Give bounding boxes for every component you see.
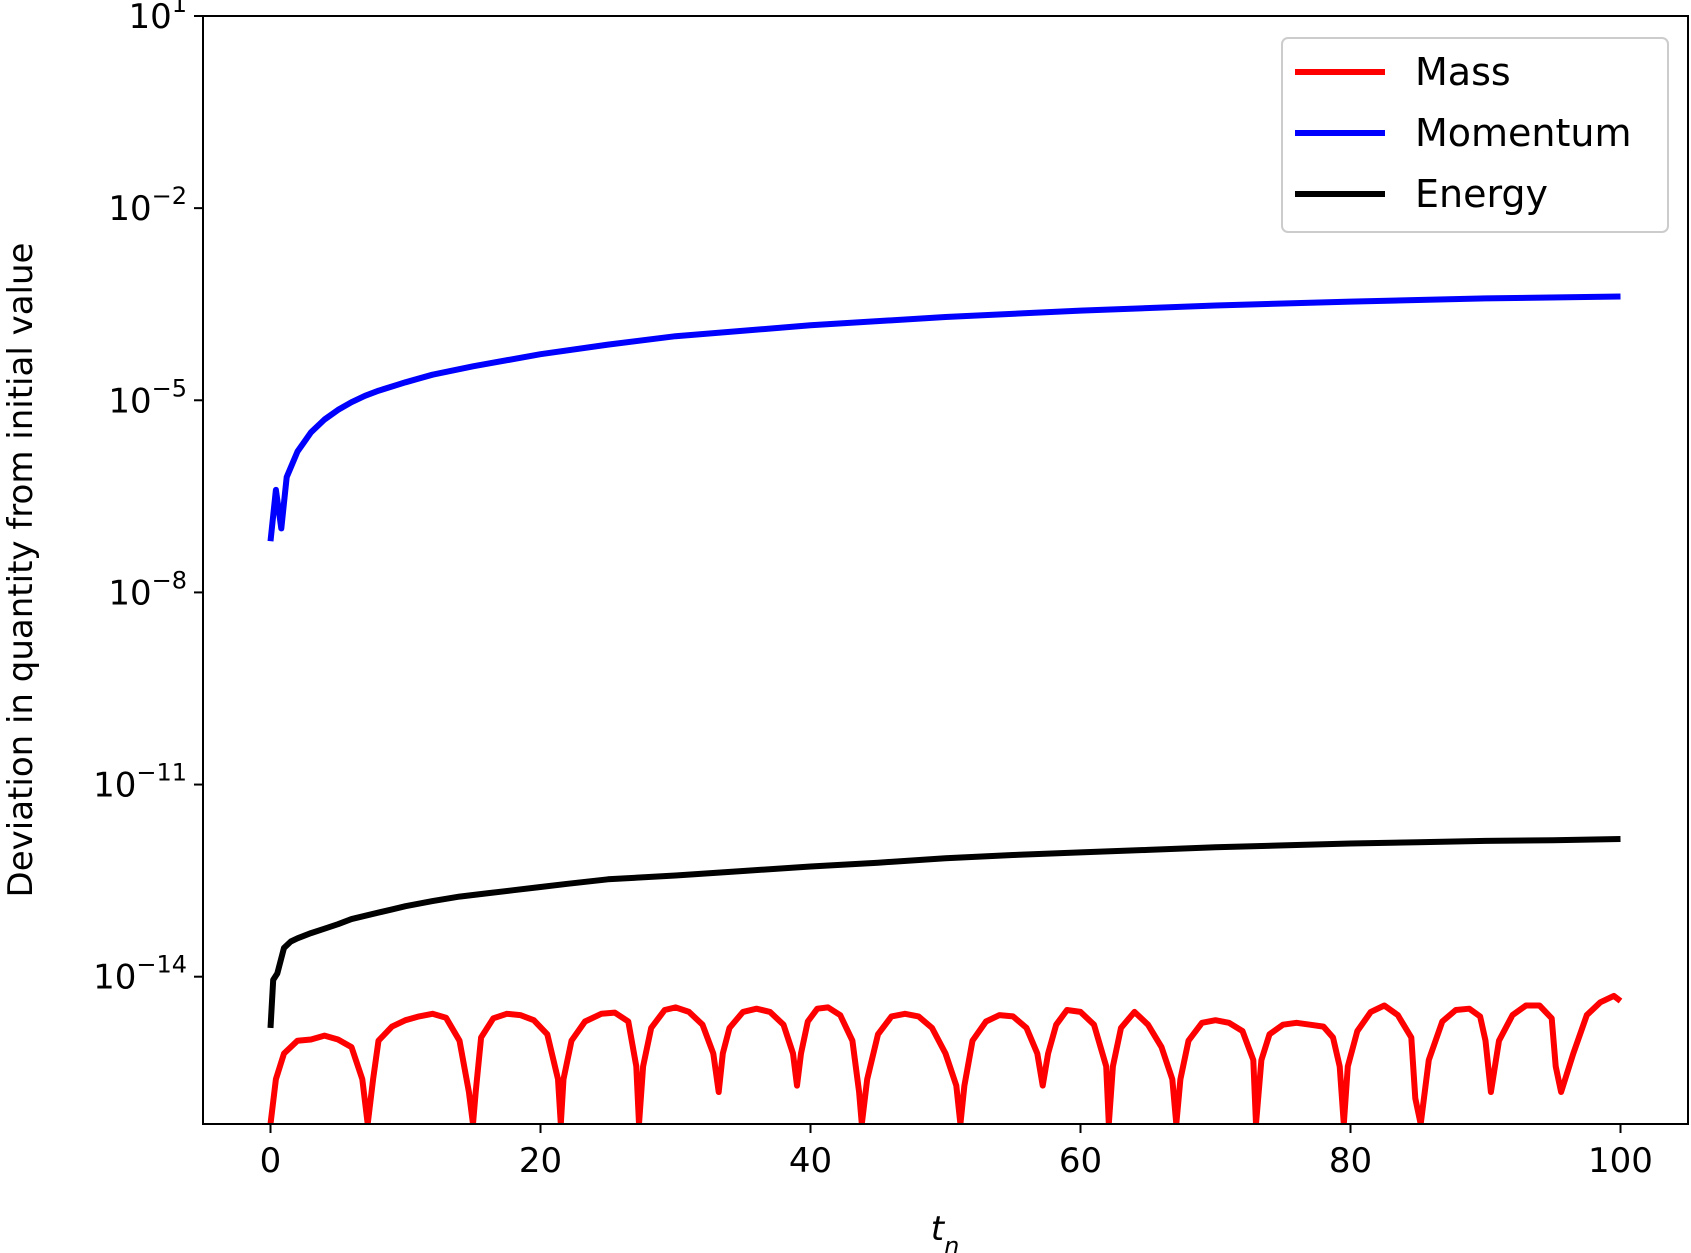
x-tick-label: 40 <box>789 1141 832 1181</box>
y-tick-label: 10−5 <box>108 374 187 421</box>
series-line-energy <box>267 836 1621 1029</box>
series-line-momentum <box>267 293 1621 542</box>
y-tick-label: 101 <box>128 0 187 37</box>
x-tick-label: 20 <box>519 1141 562 1181</box>
legend: Mass Momentum Energy <box>1281 37 1669 233</box>
y-tick-label: 10−14 <box>93 951 187 998</box>
y-tick-label: 10−2 <box>108 182 187 229</box>
x-tick-label: 0 <box>260 1141 282 1181</box>
legend-label-momentum: Momentum <box>1415 111 1632 155</box>
legend-box <box>1281 37 1669 233</box>
series-layer <box>267 293 1623 1124</box>
y-tick-label: 10−11 <box>93 759 187 806</box>
series-line-mass <box>267 992 1623 1124</box>
x-tick-label: 100 <box>1588 1141 1653 1181</box>
x-axis: 0 20 40 60 80 100 <box>260 1124 1653 1181</box>
y-tick-label: 10−8 <box>108 566 187 613</box>
legend-label-energy: Energy <box>1415 172 1548 216</box>
legend-label-mass: Mass <box>1415 50 1511 94</box>
x-tick-label: 80 <box>1329 1141 1372 1181</box>
plot-area <box>202 15 1689 1125</box>
x-axis-label: tn <box>931 1209 960 1253</box>
y-axis: 101 10−2 10−5 10−8 10−11 10−14 <box>93 0 203 998</box>
x-tick-label: 60 <box>1059 1141 1102 1181</box>
y-axis-label: Deviation in quantity from initial value <box>1 243 41 898</box>
plot-frame <box>202 15 1689 1125</box>
